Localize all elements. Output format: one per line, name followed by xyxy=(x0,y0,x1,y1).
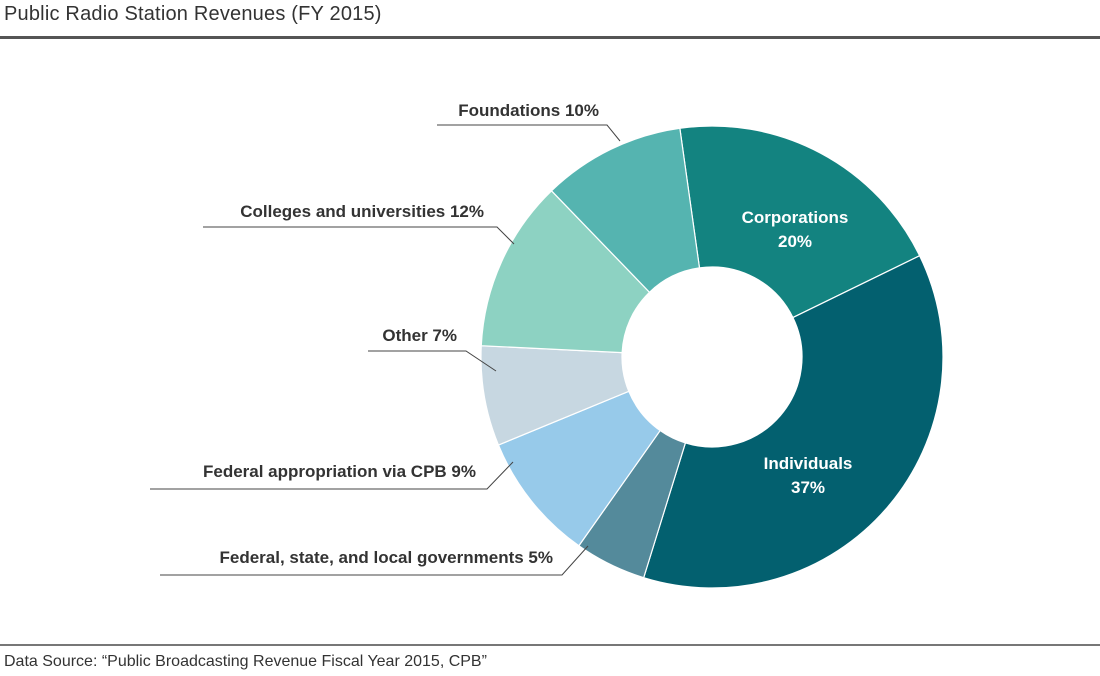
donut-hole xyxy=(622,267,802,447)
slice-label-other: Other 7% xyxy=(382,326,457,345)
footer-divider xyxy=(0,644,1100,646)
donut-labels: Corporations 20% Individuals 37% Federal, st… xyxy=(150,101,853,576)
leader-line-other xyxy=(368,350,497,372)
leader-line-federal-appropriation-via-cpb xyxy=(150,461,514,490)
title-divider xyxy=(0,36,1100,39)
slice-label-individuals: Individuals xyxy=(764,454,853,473)
chart-title: Public Radio Station Revenues (FY 2015) xyxy=(4,3,382,25)
data-source-note: Data Source: “Public Broadcasting Revenu… xyxy=(4,653,487,670)
slice-value-individuals: 37% xyxy=(791,478,825,497)
slice-label-foundations: Foundations 10% xyxy=(458,101,599,120)
slice-label-federal-appropriation-via-cpb: Federal appropriation via CPB 9% xyxy=(203,462,476,481)
slice-label-federal-state-and-local-governments: Federal, state, and local governments 5% xyxy=(219,548,553,567)
slice-value-corporations: 20% xyxy=(778,232,812,251)
slice-label-colleges-and-universities: Colleges and universities 12% xyxy=(240,202,484,221)
slice-label-corporations: Corporations xyxy=(742,208,849,227)
leader-line-colleges-and-universities xyxy=(203,226,515,245)
leader-line-federal-state-and-local-governments xyxy=(160,545,589,576)
donut-slices xyxy=(480,125,944,589)
leader-line-foundations xyxy=(437,124,621,142)
